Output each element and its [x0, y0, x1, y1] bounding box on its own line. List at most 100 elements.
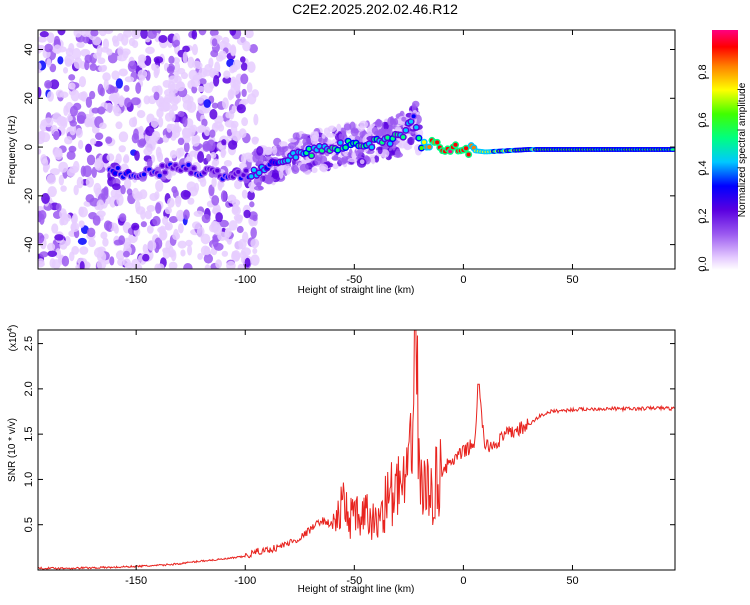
spectrogram-noise-blob: [247, 190, 255, 201]
spectrogram-noise-blob: [78, 220, 85, 228]
spectrogram-ridge-point: [157, 173, 162, 178]
spectrogram-noise-blob: [120, 184, 126, 195]
spectrogram-noise-blob: [228, 220, 238, 231]
spectrogram-noise-blob: [223, 70, 231, 79]
spectrogram-noise-blob: [78, 206, 84, 216]
spectrogram-noise-blob: [250, 227, 257, 239]
spectrogram-noise-blob: [240, 73, 249, 85]
spectrogram-noise-blob: [407, 136, 415, 146]
spectrogram-ridge-point: [115, 165, 120, 170]
spectrogram-noise-blob: [88, 238, 96, 248]
spectrogram-noise-blob: [47, 242, 56, 251]
spectrogram-noise-blob: [99, 87, 105, 97]
spectrogram-ridge-point: [411, 114, 416, 119]
spectrogram-noise-blob: [118, 95, 125, 108]
spectrogram-noise-blob: [100, 231, 108, 240]
spectrogram-noise-blob: [111, 70, 120, 81]
snr-ytick-label: 1.5: [23, 427, 35, 442]
spectrogram-noise-blob: [44, 43, 53, 53]
spectrogram-noise-blob: [69, 251, 75, 262]
spectrogram-noise-blob: [133, 128, 139, 140]
spectrogram-noise-blob: [168, 250, 176, 258]
spectrogram-noise-blob: [314, 156, 322, 166]
spectrogram-noise-blob: [271, 146, 278, 155]
spectrogram-noise-blob: [212, 235, 219, 248]
spectrogram-noise-blob: [128, 37, 136, 47]
spectrogram-noise-blob: [351, 151, 357, 160]
spectrogram-noise-blob: [201, 213, 211, 224]
spectrogram-noise-blob: [124, 76, 135, 83]
spectrogram-noise-blob: [59, 239, 68, 250]
spectrogram-noise-blob: [64, 136, 73, 145]
spectrogram-noise-blob: [147, 240, 157, 251]
spectrogram-noise-blob: [151, 130, 161, 141]
spectrogram-noise-blob: [217, 231, 227, 241]
spectrogram-noise-blob: [336, 123, 342, 133]
spectrogram-noise-blob: [252, 248, 258, 255]
spectrogram-noise-blob: [321, 133, 326, 139]
spectrogram-noise-blob: [241, 189, 248, 199]
spectrogram-noise-blob: [253, 113, 259, 126]
spectrogram-noise-blob: [117, 258, 125, 267]
spectrogram-noise-blob: [343, 123, 352, 131]
spectrogram-ridge-point: [435, 140, 440, 145]
spectrogram-ridge-point: [670, 148, 675, 151]
spectrogram-noise-blob: [210, 152, 217, 159]
spectrogram-noise-blob: [145, 46, 155, 55]
spectrogram-noise-blob: [197, 253, 203, 260]
spectrogram-noise-blob: [164, 206, 172, 215]
spectrogram-ylabel: Frequency (Hz): [7, 116, 18, 185]
spectrogram-noise-blob: [43, 117, 54, 128]
spectrogram-noise-blob: [197, 97, 204, 104]
spectrogram-noise-blob: [135, 200, 141, 212]
spectrogram-noise-blob: [175, 81, 186, 92]
spectrogram-ridge-point: [448, 149, 453, 154]
spectrogram-noise-blob: [105, 136, 113, 144]
spectrogram-noise-blob: [191, 43, 198, 56]
spectrogram-ridge-point: [416, 136, 421, 141]
colorbar: 0.0 0.2 0.4 0.6 0.8 Normalized spectral ampl…: [697, 30, 748, 272]
spectrogram-noise-blob: [249, 43, 258, 54]
spectrogram-noise-blob: [219, 219, 229, 228]
spectrogram-noise-blob: [191, 136, 200, 147]
spectrogram-noise-blob: [85, 30, 92, 38]
spectrogram-noise-blob: [201, 118, 208, 127]
spectrogram-noise-blob: [58, 174, 65, 186]
spectrogram-noise-blob: [118, 68, 128, 77]
spectrogram-noise-blob: [168, 55, 175, 64]
spectrogram-noise-blob: [57, 56, 64, 65]
spectrogram-noise-blob: [215, 259, 222, 269]
spectrogram-noise-blob: [150, 117, 159, 128]
spectrogram-ridge-point: [249, 174, 254, 179]
spectrogram-noise-blob: [252, 214, 258, 222]
spectrogram-noise-blob: [202, 143, 213, 151]
spectrogram-noise-blob: [263, 147, 273, 156]
spectrogram-ridge-point: [236, 169, 241, 174]
snr-xtick-label: 50: [566, 575, 578, 587]
spectrogram-noise-blob: [374, 155, 380, 163]
spectrogram-ytick-label: -40: [23, 237, 35, 253]
spectrogram-noise-blob: [338, 133, 343, 140]
spectrogram-noise-blob: [152, 215, 161, 226]
snr-xtick-label: 0: [460, 575, 466, 587]
spectrogram-noise-blob: [211, 38, 218, 47]
spectrogram-noise-blob: [123, 85, 130, 92]
spectrogram-noise-blob: [96, 259, 107, 269]
spectrogram-noise-blob: [115, 250, 126, 261]
spectrogram-noise-blob: [140, 30, 148, 40]
spectrogram-noise-blob: [206, 153, 212, 162]
spectrogram-ridge-point: [317, 144, 322, 149]
spectrogram-noise-blob: [123, 250, 130, 258]
spectrogram-noise-blob: [375, 118, 382, 127]
spectrogram-noise-blob: [226, 129, 233, 137]
spectrogram-noise-blob: [271, 169, 279, 180]
spectrogram-noise-blob: [38, 36, 47, 43]
spectrogram-noise-blob: [39, 251, 49, 258]
spectrogram-noise-blob: [55, 203, 62, 212]
spectrogram-noise-blob: [85, 176, 94, 188]
colorbar-tick-label: 0.8: [697, 64, 709, 79]
spectrogram-noise-blob: [89, 138, 97, 145]
spectrogram-noise-blob: [168, 216, 178, 224]
spectrogram-noise-blob: [49, 79, 60, 90]
